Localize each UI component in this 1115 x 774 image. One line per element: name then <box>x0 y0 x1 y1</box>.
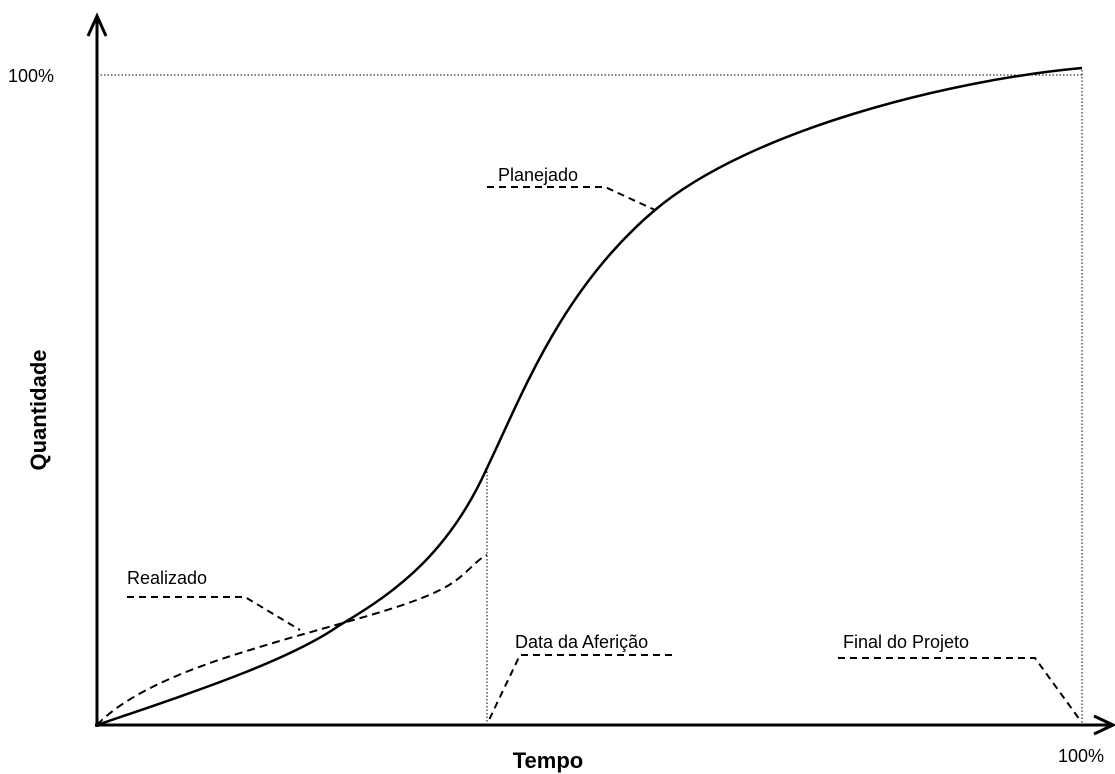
annotation: Planejado <box>498 165 578 185</box>
x-axis-label: Tempo <box>513 748 583 773</box>
y-axis-label: Quantidade <box>26 349 51 470</box>
x-max-label: 100% <box>1058 746 1104 766</box>
leader <box>487 186 656 211</box>
annotation: Final do Projeto <box>843 632 969 652</box>
y-axis-arrow <box>86 12 108 37</box>
leader <box>838 657 1081 721</box>
leader <box>127 596 301 631</box>
annotation: Realizado <box>127 568 207 588</box>
annotation: Data da Aferição <box>515 632 648 652</box>
y-max-label: 100% <box>8 66 54 86</box>
leader <box>488 654 672 721</box>
planned-curve <box>96 66 1083 727</box>
x-axis-arrow <box>1093 714 1115 736</box>
